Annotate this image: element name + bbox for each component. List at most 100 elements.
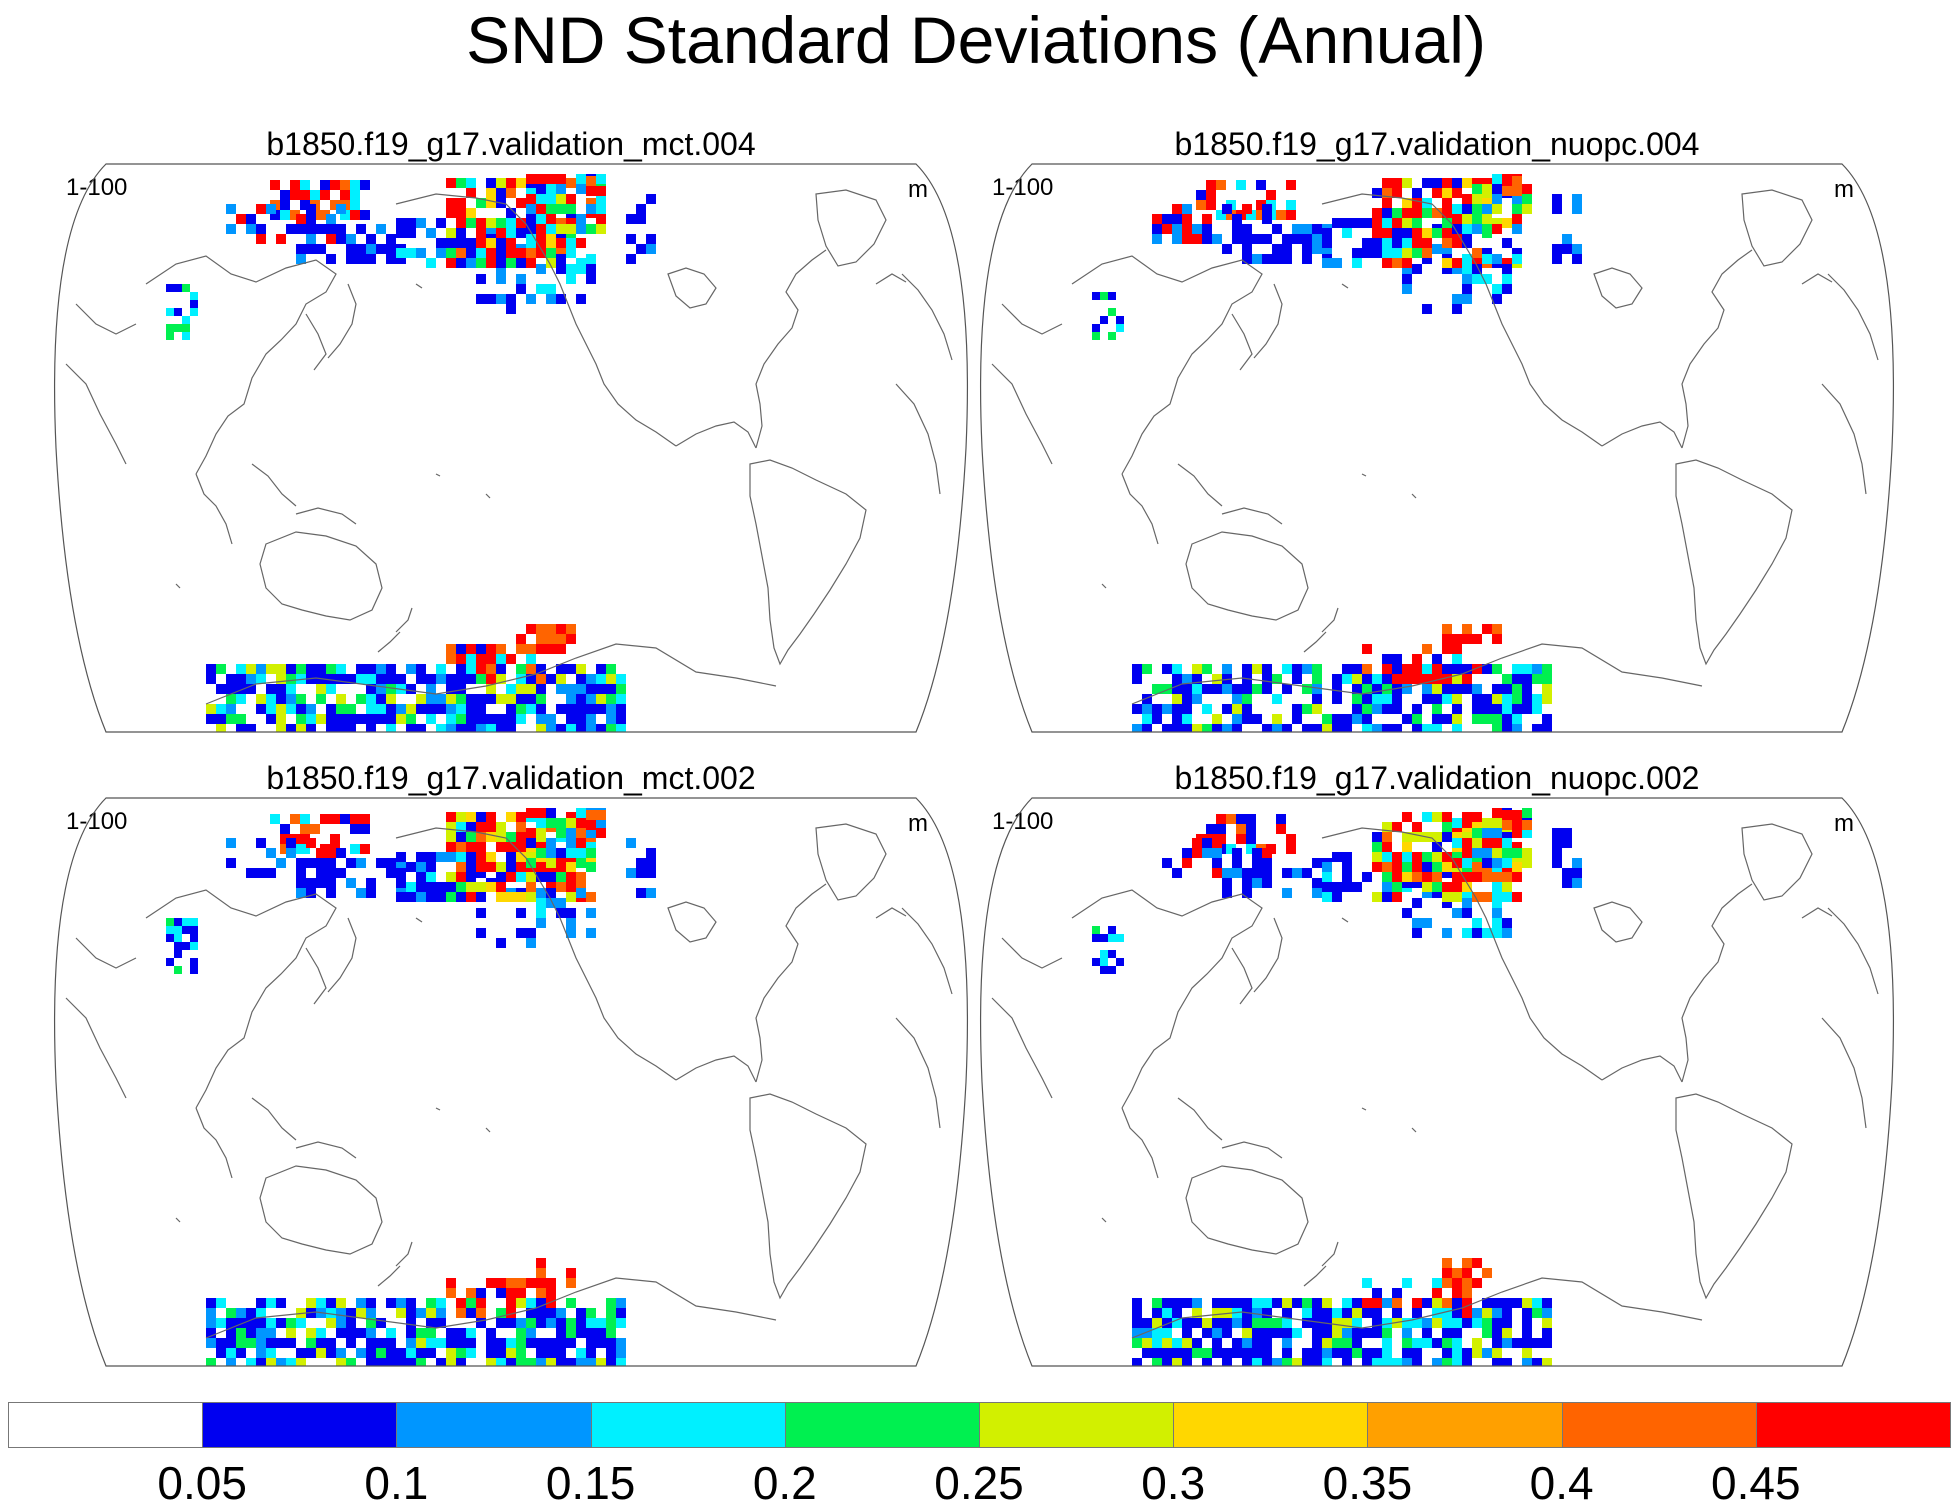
snow-cell <box>1462 872 1472 882</box>
snow-cell <box>1462 224 1472 234</box>
snow-cell <box>1552 204 1562 214</box>
snow-cell <box>1242 868 1252 878</box>
snow-cell <box>1212 1318 1222 1328</box>
snow-cell <box>1192 838 1202 848</box>
snow-cell <box>446 258 456 268</box>
snow-cell <box>346 724 356 732</box>
snow-cell <box>346 674 356 684</box>
snow-cell <box>446 852 456 862</box>
snow-cell <box>406 892 416 902</box>
snow-cell <box>526 238 536 248</box>
snow-cell <box>290 180 300 190</box>
snow-cell <box>1322 892 1332 902</box>
snow-cell <box>206 714 216 724</box>
snow-cell <box>566 248 576 258</box>
snow-cell <box>1132 704 1142 714</box>
snow-cell <box>1532 1308 1542 1318</box>
snow-cell <box>586 714 596 724</box>
snow-cell <box>366 724 376 732</box>
snow-cell <box>556 248 566 258</box>
snow-cell <box>596 704 606 714</box>
snow-cell <box>1182 704 1192 714</box>
snow-field <box>1092 808 1582 1366</box>
snow-cell <box>1272 674 1282 684</box>
snow-cell <box>426 674 436 684</box>
snow-cell <box>506 714 516 724</box>
snow-cell <box>496 1338 506 1348</box>
snow-cell <box>1492 928 1502 938</box>
snow-cell <box>336 848 346 858</box>
snow-cell <box>1412 218 1422 228</box>
snow-cell <box>1472 714 1482 724</box>
snow-cell <box>1452 654 1462 664</box>
snow-cell <box>476 852 486 862</box>
coastline <box>1361 473 1367 477</box>
snow-cell <box>1276 824 1286 834</box>
snow-cell <box>1100 950 1108 958</box>
snow-cell <box>336 1318 346 1328</box>
snow-cell <box>1262 868 1272 878</box>
snow-cell <box>1332 714 1342 724</box>
snow-cell <box>1412 228 1422 238</box>
snow-cell <box>1332 1328 1342 1338</box>
snow-cell <box>1472 828 1482 838</box>
snow-cell <box>1302 1318 1312 1328</box>
snow-cell <box>1202 704 1212 714</box>
snow-cell <box>566 694 576 704</box>
snow-cell <box>556 664 566 674</box>
snow-cell <box>1452 674 1462 684</box>
snow-cell <box>526 214 536 224</box>
snow-cell <box>556 264 566 274</box>
snow-cell <box>1132 1308 1142 1318</box>
snow-cell <box>256 1318 266 1328</box>
snow-cell <box>1282 664 1292 674</box>
snow-cell <box>1322 1308 1332 1318</box>
snow-cell <box>1462 908 1472 918</box>
snow-cell <box>1522 1348 1532 1358</box>
snow-cell <box>466 258 476 268</box>
snow-cell <box>1262 878 1272 888</box>
snow-cell <box>1302 254 1312 264</box>
snow-cell <box>526 664 536 674</box>
snow-cell <box>506 258 516 268</box>
snow-cell <box>1492 664 1502 674</box>
snow-cell <box>1352 1348 1362 1358</box>
colorbar-box <box>590 1402 786 1448</box>
snow-cell <box>1108 950 1116 958</box>
snow-cell <box>1442 822 1452 832</box>
snow-cell <box>266 1338 276 1348</box>
snow-cell <box>1242 714 1252 724</box>
snow-cell <box>396 878 406 888</box>
snow-cell <box>340 180 350 190</box>
snow-cell <box>1302 684 1312 694</box>
snow-cell <box>1216 824 1226 834</box>
snow-cell <box>396 674 406 684</box>
coastline <box>1741 823 1813 901</box>
snow-cell <box>1152 1338 1162 1348</box>
snow-cell <box>1142 1338 1152 1348</box>
snow-cell <box>586 820 596 830</box>
snow-cell <box>1116 958 1124 966</box>
snow-cell <box>486 644 496 654</box>
snow-cell <box>1472 1318 1482 1328</box>
snow-cell <box>182 332 190 340</box>
snow-cell <box>586 892 596 902</box>
snow-cell <box>516 284 526 294</box>
snow-cell <box>316 244 326 254</box>
snow-cell <box>1422 812 1432 822</box>
snow-cell <box>246 1358 256 1366</box>
snow-cell <box>1272 1298 1282 1308</box>
coastline <box>815 189 887 267</box>
coastline <box>327 917 357 993</box>
snow-cell <box>526 928 536 938</box>
snow-cell <box>626 254 636 264</box>
snow-cell <box>386 704 396 714</box>
snow-cell <box>436 1338 446 1348</box>
snow-cell <box>1412 674 1422 684</box>
snow-cell <box>316 1328 326 1338</box>
snow-cell <box>486 882 496 892</box>
snow-cell <box>1422 1298 1432 1308</box>
snow-cell <box>596 1318 606 1328</box>
snow-cell <box>1302 868 1312 878</box>
coastline <box>875 907 907 919</box>
